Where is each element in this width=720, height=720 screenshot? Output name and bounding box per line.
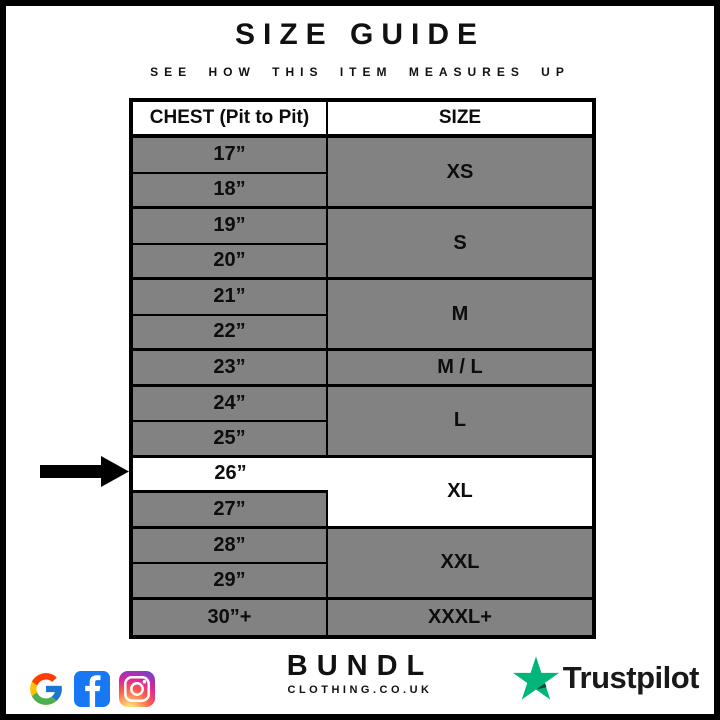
size-cell-highlighted: XL <box>328 457 592 529</box>
size-cell: L <box>328 386 592 458</box>
social-icons <box>27 670 155 708</box>
table-row: 21” M <box>133 280 592 351</box>
table-row: 18” <box>133 173 592 209</box>
table-row: 29” <box>133 564 592 600</box>
trustpilot-label: Trustpilot <box>562 660 700 695</box>
table-row: 22” <box>133 315 592 351</box>
table-row-highlighted: 26” XL <box>133 457 592 529</box>
table-row: 28” XXL <box>133 528 592 600</box>
chest-cell: 21” <box>133 280 328 316</box>
size-guide-table: CHEST (Pit to Pit) SIZE 17” XS 18” 19” S… <box>129 98 596 639</box>
table-row: 19” S <box>133 209 592 280</box>
highlight-arrow-icon <box>40 456 129 487</box>
table-row: 25” <box>133 422 592 458</box>
table-row: 27” <box>133 493 592 529</box>
chest-cell: 20” <box>133 244 328 280</box>
trustpilot-logo[interactable]: Trustpilot <box>512 656 700 700</box>
table-row: 20” <box>133 244 592 280</box>
chest-cell: 28” <box>133 528 328 564</box>
chest-cell: 17” <box>133 138 328 174</box>
chest-cell: 19” <box>133 209 328 245</box>
chest-cell: 29” <box>133 564 328 600</box>
size-cell: M / L <box>328 351 592 387</box>
size-column-header: SIZE <box>328 102 592 138</box>
chest-cell: 18” <box>133 173 328 209</box>
trustpilot-star-icon <box>512 656 559 700</box>
google-icon[interactable] <box>27 670 65 708</box>
table-row: 17” XS <box>133 138 592 209</box>
table-row: 24” L <box>133 386 592 458</box>
chest-cell: 23” <box>133 351 328 387</box>
chest-cell-highlighted: 26” <box>133 457 328 493</box>
chest-cell: 27” <box>133 493 328 529</box>
brand-name: BUNDL <box>286 650 434 682</box>
chest-cell: 25” <box>133 422 328 458</box>
size-cell: M <box>328 280 592 351</box>
size-cell: XS <box>328 138 592 209</box>
facebook-icon[interactable] <box>74 671 110 707</box>
size-cell: S <box>328 209 592 280</box>
chest-column-header: CHEST (Pit to Pit) <box>133 102 328 138</box>
table-row: 30”+ XXXL+ <box>133 599 592 635</box>
table-header-row: CHEST (Pit to Pit) SIZE <box>133 102 592 138</box>
instagram-icon[interactable] <box>119 671 155 707</box>
page-title: SIZE GUIDE <box>234 18 486 51</box>
page-subtitle: SEE HOW THIS ITEM MEASURES UP <box>150 65 570 79</box>
brand-domain: CLOTHING.CO.UK <box>287 684 433 696</box>
chest-cell: 24” <box>133 386 328 422</box>
brand-logo: BUNDL CLOTHING.CO.UK <box>6 652 714 696</box>
table-row: 23” M / L <box>133 351 592 387</box>
size-cell: XXL <box>328 528 592 600</box>
chest-cell: 22” <box>133 315 328 351</box>
chest-cell: 30”+ <box>133 599 328 635</box>
size-cell: XXXL+ <box>328 599 592 635</box>
